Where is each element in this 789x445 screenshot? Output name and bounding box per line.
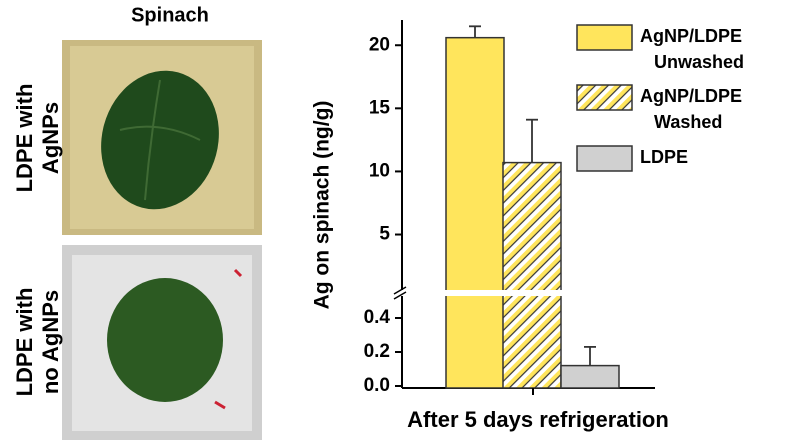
y-tick-label: 0.0 xyxy=(364,375,390,396)
legend-label: AgNP/LDPE Unwashed xyxy=(640,26,744,72)
row-label-line: LDPE with xyxy=(12,288,37,397)
row-label-1: LDPE with AgNPs xyxy=(12,84,63,193)
photo-bottom xyxy=(62,245,262,440)
y-tick-label: 5 xyxy=(379,224,390,245)
plot: 0.0 0.2 0.4 5 10 15 20 AgNP/LDPE Unwashed AgNP/LD… xyxy=(364,20,744,432)
y-tick-label: 0.4 xyxy=(364,307,391,328)
legend-label: AgNP/LDPE Washed xyxy=(640,86,742,132)
bar xyxy=(502,161,562,389)
y-tick-label: 15 xyxy=(369,97,391,118)
row-label-line: LDPE with xyxy=(12,84,37,193)
row-label-line: no AgNPs xyxy=(38,290,63,394)
error-bar xyxy=(526,118,538,163)
axis-break xyxy=(390,290,630,296)
bar xyxy=(560,364,620,389)
error-bar xyxy=(584,345,596,366)
y-tick-label: 10 xyxy=(369,160,390,181)
break-mark xyxy=(393,291,407,300)
photo-top xyxy=(62,40,262,235)
bar xyxy=(445,36,505,389)
y-axis-label: Ag on spinach (ng/g) xyxy=(311,101,334,310)
y-tick-label: 20 xyxy=(369,34,390,55)
legend-swatch xyxy=(576,145,633,172)
row-label-line: AgNPs xyxy=(38,102,63,174)
break-mark xyxy=(393,286,407,295)
row-label-2: LDPE with no AgNPs xyxy=(12,288,63,397)
error-bar xyxy=(469,25,481,38)
x-tick-label: After 5 days refrigeration xyxy=(407,407,669,432)
column-label: Spinach xyxy=(131,4,209,26)
legend-swatch xyxy=(576,84,633,111)
legend-swatch xyxy=(576,24,633,51)
y-tick-label: 0.2 xyxy=(364,341,390,362)
legend-label: LDPE xyxy=(640,147,688,167)
